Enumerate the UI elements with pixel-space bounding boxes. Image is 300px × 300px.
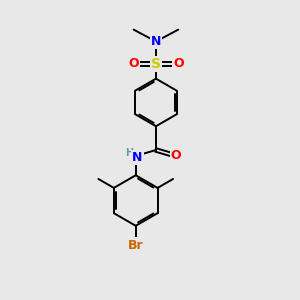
Text: O: O	[128, 57, 139, 70]
Text: N: N	[132, 151, 142, 164]
Text: N: N	[151, 35, 161, 48]
Text: Br: Br	[128, 238, 143, 252]
Text: O: O	[171, 149, 182, 162]
Text: S: S	[151, 57, 161, 71]
Text: H: H	[125, 148, 134, 158]
Text: O: O	[173, 57, 184, 70]
